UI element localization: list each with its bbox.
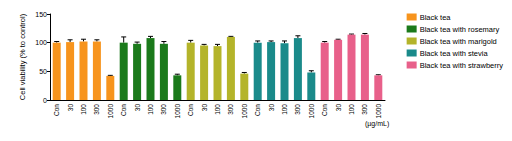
svg-text:300: 300 bbox=[361, 104, 368, 115]
svg-text:Black tea with stevia: Black tea with stevia bbox=[420, 49, 489, 58]
svg-text:1000: 1000 bbox=[375, 104, 382, 119]
svg-text:30: 30 bbox=[67, 104, 74, 112]
svg-text:100: 100 bbox=[35, 39, 47, 46]
svg-text:Con: Con bbox=[254, 104, 261, 116]
svg-text:100: 100 bbox=[281, 104, 288, 115]
svg-text:1000: 1000 bbox=[174, 104, 181, 119]
svg-text:150: 150 bbox=[35, 11, 47, 18]
svg-text:(µg/mL): (µg/mL) bbox=[365, 120, 389, 128]
svg-text:100: 100 bbox=[80, 104, 87, 115]
svg-text:30: 30 bbox=[268, 104, 275, 112]
svg-text:Black tea: Black tea bbox=[420, 13, 452, 22]
svg-text:1000: 1000 bbox=[107, 104, 114, 119]
svg-text:Con: Con bbox=[321, 104, 328, 116]
svg-text:300: 300 bbox=[93, 104, 100, 115]
svg-text:30: 30 bbox=[201, 104, 208, 112]
svg-text:1000: 1000 bbox=[308, 104, 315, 119]
svg-text:100: 100 bbox=[348, 104, 355, 115]
svg-text:Con: Con bbox=[53, 104, 60, 116]
svg-text:Black tea with strawberry: Black tea with strawberry bbox=[420, 61, 504, 70]
svg-text:Black tea with rosemary: Black tea with rosemary bbox=[420, 25, 500, 34]
svg-text:100: 100 bbox=[214, 104, 221, 115]
svg-text:0: 0 bbox=[43, 97, 47, 104]
svg-text:Cell viability (% to control): Cell viability (% to control) bbox=[18, 13, 27, 100]
svg-text:Con: Con bbox=[187, 104, 194, 116]
svg-text:30: 30 bbox=[134, 104, 141, 112]
svg-text:Black tea with marigold: Black tea with marigold bbox=[420, 37, 497, 46]
svg-text:50: 50 bbox=[39, 68, 47, 75]
svg-text:300: 300 bbox=[227, 104, 234, 115]
svg-text:1000: 1000 bbox=[241, 104, 248, 119]
svg-text:300: 300 bbox=[294, 104, 301, 115]
svg-text:100: 100 bbox=[147, 104, 154, 115]
svg-text:30: 30 bbox=[335, 104, 342, 112]
svg-text:300: 300 bbox=[160, 104, 167, 115]
svg-text:Con: Con bbox=[120, 104, 127, 116]
